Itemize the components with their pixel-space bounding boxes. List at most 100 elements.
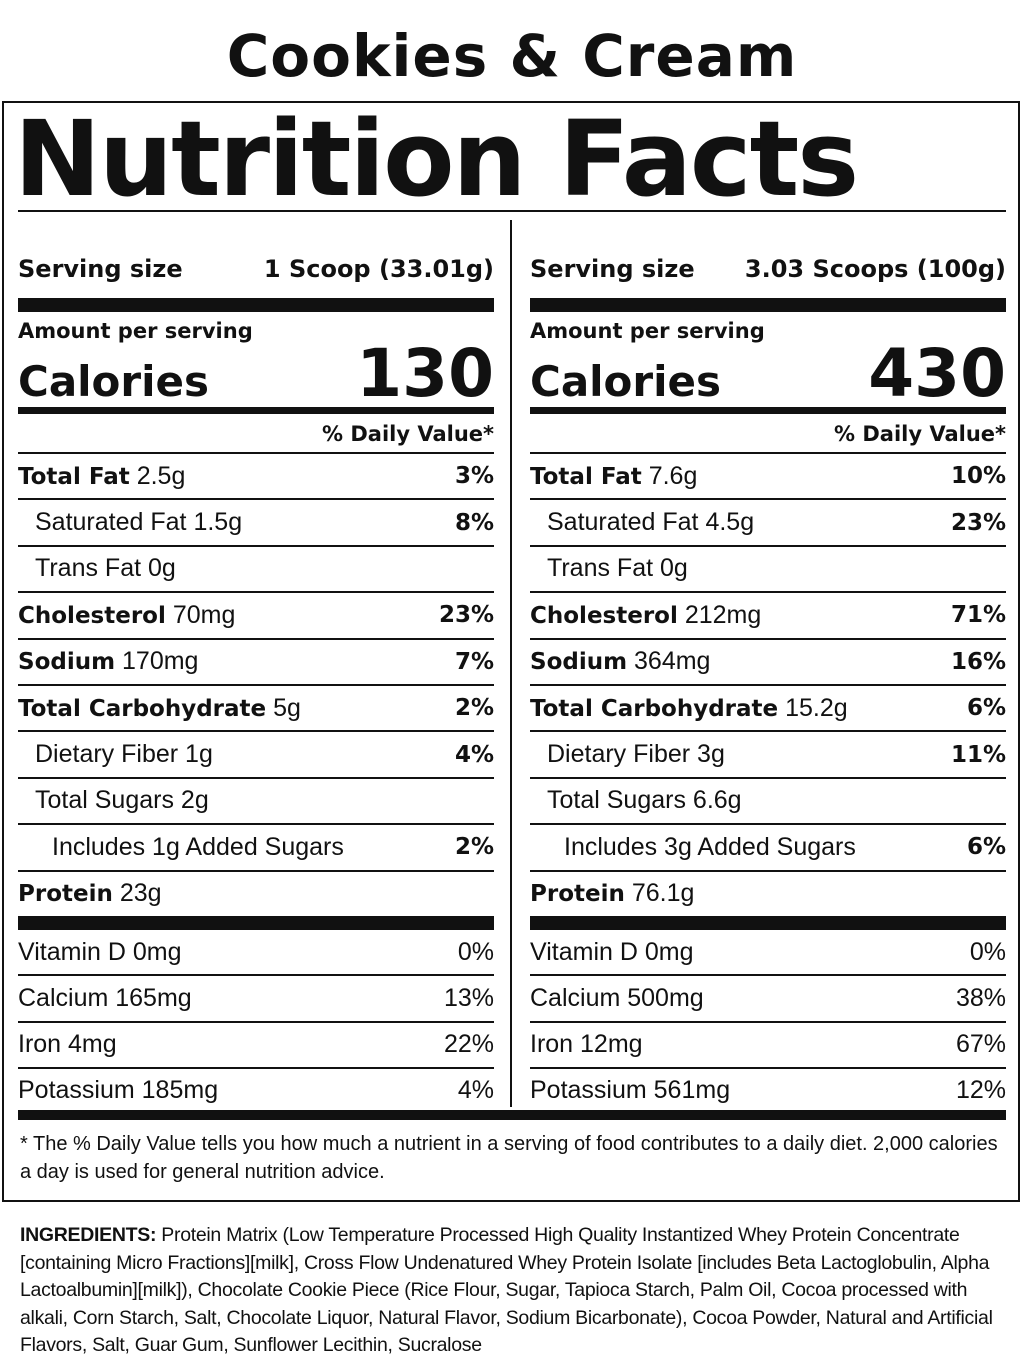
bottom-thick-rule — [18, 1110, 1006, 1120]
ingredients-label: INGREDIENTS: — [20, 1224, 157, 1246]
nutrition-label-box — [2, 101, 1020, 1202]
vitamin-row: Vitamin D 0mg 0% — [530, 930, 1006, 977]
nutrient-name-amount: Cholesterol 70mg — [18, 601, 235, 630]
nutrient-daily-value: 16% — [950, 648, 1006, 675]
vitamin-row: Calcium 165mg 13% — [18, 976, 494, 1023]
nutrient-row: Includes 3g Added Sugars 6% — [530, 825, 1006, 872]
calories-label: Calories — [530, 357, 722, 406]
nutrient-daily-value: 11% — [950, 741, 1006, 768]
vitamin-row: Iron 4mg 22% — [18, 1023, 494, 1069]
vitamin-name: Potassium 561mg — [530, 1076, 731, 1105]
vitamin-name: Calcium 500mg — [530, 983, 704, 1012]
nutrient-daily-value: 23% — [438, 602, 494, 629]
column-per-scoop: Serving size 1 Scoop (33.01g) Amount per s… — [18, 240, 494, 1113]
vitamin-row: Calcium 500mg 38% — [530, 976, 1006, 1023]
vitamin-name: Iron 4mg — [18, 1030, 117, 1059]
vitamin-daily-value: 4% — [457, 1076, 494, 1105]
nutrient-row: Protein 76.1g — [530, 872, 1006, 916]
nutrient-name: Total Sugars — [35, 786, 174, 815]
nutrient-daily-value: 8% — [454, 509, 494, 536]
vitamin-name: Iron 12mg — [530, 1030, 643, 1059]
vitamin-daily-value: 0% — [969, 937, 1006, 966]
nutrient-amount: 15.2g — [785, 693, 848, 722]
nutrient-daily-value: 3% — [454, 463, 494, 490]
nutrient-name-amount: Dietary Fiber 3g — [530, 740, 725, 769]
nutrient-row: Saturated Fat 4.5g 23% — [530, 500, 1006, 547]
nutrient-amount: 70mg — [172, 600, 236, 629]
nutrient-daily-value: 23% — [950, 509, 1006, 536]
vitamin-name: Calcium 165mg — [18, 983, 192, 1012]
calories-row: Calories 130 — [18, 335, 494, 412]
thick-rule — [530, 298, 1006, 312]
nutrient-name: Total Carbohydrate — [18, 695, 267, 722]
product-name: Cookies & Cream — [226, 22, 798, 90]
nutrient-daily-value: 4% — [454, 741, 494, 768]
nutrient-name: Total Fat — [18, 463, 130, 490]
nutrient-row: Dietary Fiber 3g 11% — [530, 732, 1006, 779]
nutrient-row: Saturated Fat 1.5g 8% — [18, 500, 494, 547]
calories-value: 430 — [868, 335, 1006, 412]
nutrient-name-amount: Total Carbohydrate 15.2g — [530, 694, 848, 723]
nutrient-name-amount: Saturated Fat 1.5g — [18, 508, 242, 537]
nutrient-name: Total Fat — [530, 463, 642, 490]
nutrient-name: Cholesterol — [18, 602, 166, 629]
vitamin-daily-value: 0% — [457, 937, 494, 966]
amount-per-serving: Amount per serving — [18, 319, 253, 343]
nutrient-name-amount: Total Sugars 2g — [18, 786, 209, 815]
nutrient-amount: 76.1g — [631, 879, 695, 908]
nutrient-name: Cholesterol — [530, 602, 678, 629]
nutrient-amount: 5g — [273, 693, 301, 722]
serving-size-label: Serving size — [18, 255, 183, 283]
nutrient-name: Includes 3g Added Sugars — [564, 832, 856, 861]
nutrient-name: Trans Fat — [35, 554, 142, 583]
nutrient-amount: 6.6g — [692, 786, 742, 815]
nutrient-name: Protein — [18, 881, 113, 908]
nutrient-name-amount: Trans Fat 0g — [18, 554, 176, 583]
nutrient-daily-value: 10% — [950, 463, 1006, 490]
medium-rule — [530, 407, 1006, 414]
nutrient-amount: 4.5g — [705, 508, 755, 537]
amount-per-serving: Amount per serving — [530, 319, 765, 343]
nutrient-name-amount: Total Sugars 6.6g — [530, 786, 742, 815]
daily-value-footnote: * The % Daily Value tells you how much a… — [20, 1133, 998, 1183]
nutrient-daily-value: 6% — [966, 834, 1006, 861]
nutrient-name-amount: Protein 23g — [18, 879, 162, 908]
daily-value-header: % Daily Value* — [530, 414, 1006, 454]
nutrient-name-amount: Total Carbohydrate 5g — [18, 694, 301, 723]
nutrient-daily-value: 2% — [454, 695, 494, 722]
nutrient-amount: 170mg — [122, 647, 199, 676]
nutrient-name: Includes 1g Added Sugars — [52, 832, 344, 861]
ingredients: INGREDIENTS: Protein Matrix (Low Tempera… — [20, 1222, 1010, 1360]
thick-rule — [530, 915, 1006, 930]
nutrient-row: Total Fat 2.5g 3% — [18, 454, 494, 501]
serving-size-row: Serving size 3.03 Scoops (100g) — [530, 240, 1006, 298]
nutrient-name: Trans Fat — [547, 554, 654, 583]
calories-value: 130 — [356, 335, 494, 412]
vitamin-name: Vitamin D 0mg — [18, 937, 182, 966]
nutrient-row: Trans Fat 0g — [18, 547, 494, 594]
vitamin-row: Vitamin D 0mg 0% — [18, 930, 494, 977]
serving-size-value: 3.03 Scoops (100g) — [744, 255, 1006, 283]
vitamin-row: Potassium 185mg 4% — [18, 1069, 494, 1113]
nutrient-row: Sodium 364mg 16% — [530, 640, 1006, 686]
calories-label: Calories — [18, 357, 210, 406]
nutrient-amount: 3g — [697, 740, 725, 769]
vitamin-daily-value: 38% — [955, 983, 1006, 1012]
nutrient-amount: 1g — [185, 740, 213, 769]
nutrient-name: Protein — [530, 881, 625, 908]
serving-size-row: Serving size 1 Scoop (33.01g) — [18, 240, 494, 298]
nutrient-amount: 1.5g — [193, 508, 243, 537]
nutrient-daily-value: 6% — [966, 695, 1006, 722]
nutrient-row: Dietary Fiber 1g 4% — [18, 732, 494, 779]
vitamin-name: Potassium 185mg — [18, 1076, 219, 1105]
nutrient-row: Protein 23g — [18, 872, 494, 916]
nutrient-name: Saturated Fat — [547, 508, 699, 537]
nutrient-amount: 2g — [180, 786, 209, 815]
nutrient-name: Sodium — [18, 649, 116, 676]
nutrient-name-amount: Sodium 170mg — [18, 647, 198, 676]
nutrient-row: Cholesterol 70mg 23% — [18, 593, 494, 640]
nutrient-name-amount: Total Fat 7.6g — [530, 462, 697, 491]
nutrient-amount: 212mg — [684, 600, 762, 629]
vitamin-name: Vitamin D 0mg — [530, 937, 694, 966]
nutrient-amount: 0g — [660, 554, 688, 583]
